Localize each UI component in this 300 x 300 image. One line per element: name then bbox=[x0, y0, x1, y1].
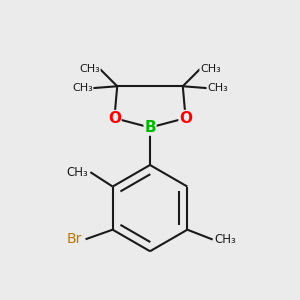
Text: B: B bbox=[144, 120, 156, 135]
Text: O: O bbox=[179, 111, 192, 126]
Text: O: O bbox=[108, 111, 121, 126]
Text: CH₃: CH₃ bbox=[200, 64, 221, 74]
Text: CH₃: CH₃ bbox=[214, 233, 236, 246]
Text: Br: Br bbox=[66, 232, 82, 246]
Text: CH₃: CH₃ bbox=[67, 166, 88, 178]
Text: CH₃: CH₃ bbox=[207, 83, 228, 93]
Text: CH₃: CH₃ bbox=[72, 83, 93, 93]
Text: CH₃: CH₃ bbox=[79, 64, 100, 74]
